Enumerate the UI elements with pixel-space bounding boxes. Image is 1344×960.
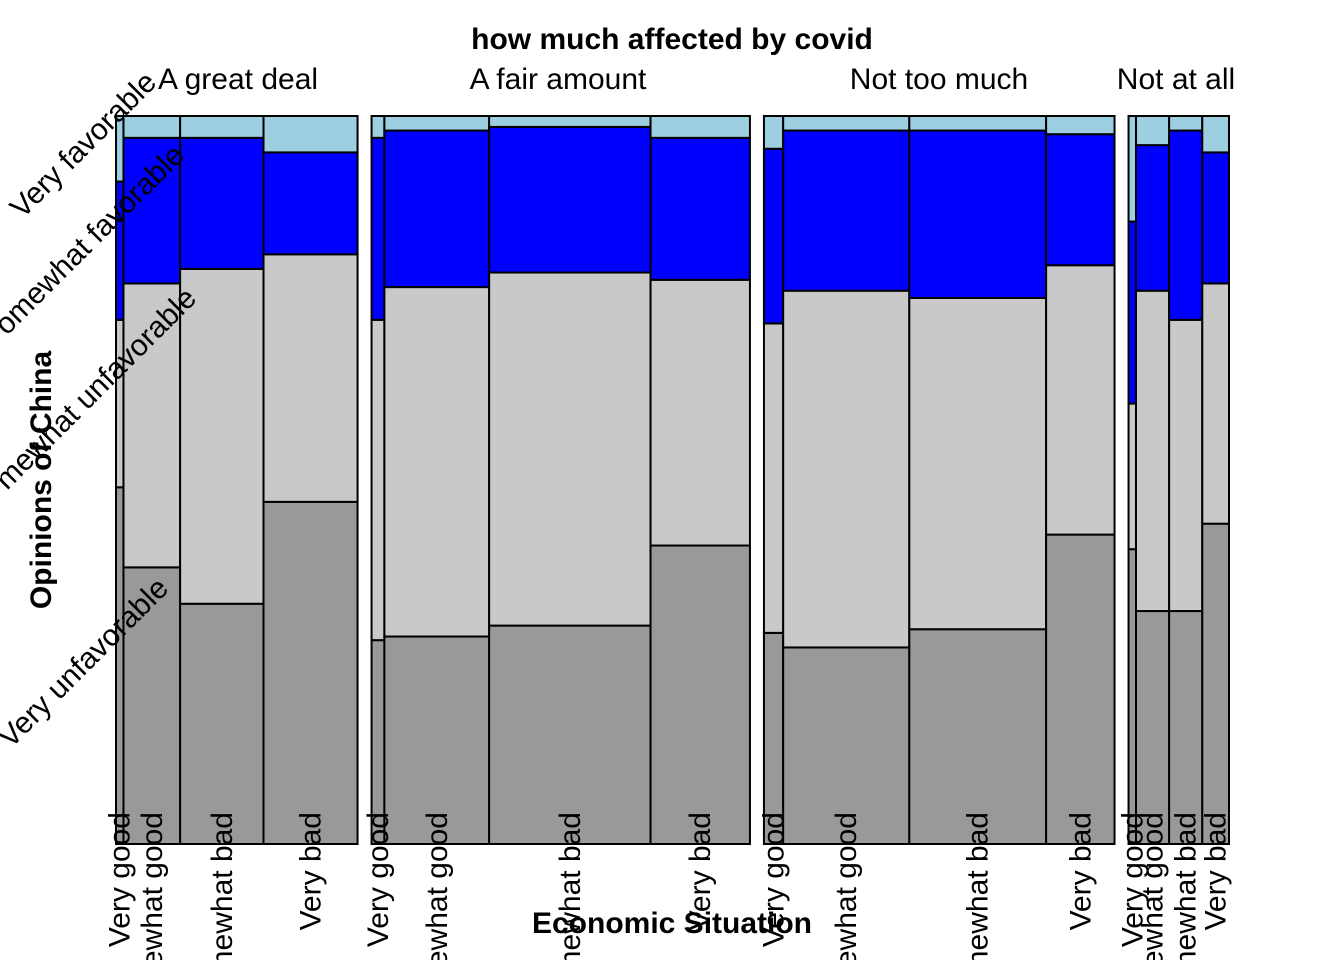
group-label-not-too-much: Not too much xyxy=(850,63,1028,96)
chart-title: how much affected by covid xyxy=(471,23,873,56)
mosaic-cell-a-great-deal-somewhat-bad-somewhat-favorable xyxy=(179,136,265,270)
category-label-a-great-deal-somewhat-good: mewhat good xyxy=(136,812,169,960)
mosaic-cell-a-great-deal-very-bad-very-favorable xyxy=(262,115,359,154)
mosaic-cell-not-too-much-somewhat-bad-very-favorable xyxy=(908,115,1048,132)
mosaic-cell-a-great-deal-very-bad-somewhat-unfavorable xyxy=(262,253,359,503)
mosaic-cell-a-great-deal-very-bad-somewhat-favorable xyxy=(262,151,359,256)
category-label-not-too-much-very-bad: Very bad xyxy=(1064,812,1097,930)
mosaic-cell-a-great-deal-very-good-very-unfavorable xyxy=(115,486,125,845)
mosaic-cell-not-at-all-very-good-somewhat-unfavorable xyxy=(1127,402,1138,551)
category-label-a-great-deal-very-good: Very good xyxy=(104,812,137,947)
mosaic-cell-a-great-deal-somewhat-good-somewhat-unfavorable xyxy=(122,282,182,569)
group-label-not-at-all: Not at all xyxy=(1117,63,1235,96)
mosaic-cell-not-at-all-very-bad-somewhat-unfavorable xyxy=(1201,282,1231,525)
y-axis-label: Opinions of China xyxy=(25,351,58,610)
mosaic-cell-a-great-deal-somewhat-good-very-unfavorable xyxy=(122,566,182,845)
mosaic-cell-not-at-all-very-bad-very-favorable xyxy=(1201,115,1231,154)
mosaic-cell-not-too-much-very-bad-very-favorable xyxy=(1045,115,1116,136)
mosaic-cell-a-fair-amount-very-good-somewhat-favorable xyxy=(370,136,386,321)
mosaic-cell-not-too-much-very-good-very-favorable xyxy=(762,115,785,150)
x-axis-label: Economic Situation xyxy=(532,907,812,940)
mosaic-cell-a-great-deal-somewhat-bad-somewhat-unfavorable xyxy=(179,267,265,605)
mosaic-cell-a-fair-amount-somewhat-bad-somewhat-unfavorable xyxy=(488,271,652,627)
category-label-a-fair-amount-somewhat-good: mewhat good xyxy=(421,812,454,960)
mosaic-cell-a-fair-amount-very-bad-very-unfavorable xyxy=(649,544,751,846)
category-label-not-too-much-very-good: Very good xyxy=(758,812,791,947)
mosaic-cell-a-great-deal-somewhat-bad-very-favorable xyxy=(179,115,265,139)
mosaic-cell-not-at-all-somewhat-good-very-unfavorable xyxy=(1135,610,1171,845)
category-label-not-at-all-somewhat-good: mewhat good xyxy=(1137,812,1170,960)
mosaic-cell-not-at-all-very-good-very-unfavorable xyxy=(1127,548,1138,845)
mosaic-cell-not-at-all-very-good-somewhat-favorable xyxy=(1127,220,1138,405)
mosaic-cell-a-fair-amount-very-good-very-favorable xyxy=(370,115,386,139)
category-label-a-fair-amount-very-good: Very good xyxy=(362,812,395,947)
category-label-not-too-much-somewhat-good: mewhat good xyxy=(830,812,863,960)
mosaic-cell-a-fair-amount-very-good-somewhat-unfavorable xyxy=(370,318,386,642)
mosaic-cell-a-great-deal-somewhat-bad-very-unfavorable xyxy=(179,602,265,846)
mosaic-cell-not-at-all-somewhat-good-somewhat-unfavorable xyxy=(1135,289,1171,613)
mosaic-cell-a-fair-amount-very-bad-somewhat-favorable xyxy=(649,136,751,281)
mosaic-cell-a-great-deal-very-bad-very-unfavorable xyxy=(262,500,359,845)
category-label-not-too-much-somewhat-bad: omewhat bad xyxy=(962,812,995,960)
category-label-not-at-all-very-good: Very good xyxy=(1116,812,1149,947)
category-label-not-at-all-very-bad: Very bad xyxy=(1200,812,1233,930)
mosaic-cell-a-fair-amount-somewhat-good-somewhat-favorable xyxy=(383,129,491,289)
mosaic-cell-a-fair-amount-somewhat-bad-somewhat-favorable xyxy=(488,125,652,274)
mosaic-cell-a-fair-amount-very-bad-somewhat-unfavorable xyxy=(649,278,751,547)
mosaic-cell-a-fair-amount-very-bad-very-favorable xyxy=(649,115,751,139)
mosaic-cell-not-too-much-very-bad-somewhat-favorable xyxy=(1045,133,1116,267)
mosaic-cell-not-too-much-somewhat-good-very-favorable xyxy=(782,115,911,132)
mosaic-cell-not-at-all-somewhat-good-somewhat-favorable xyxy=(1135,144,1171,292)
mosaic-cell-not-too-much-somewhat-bad-very-unfavorable xyxy=(908,628,1048,845)
mosaic-cell-not-too-much-somewhat-bad-somewhat-unfavorable xyxy=(908,297,1048,631)
mosaic-cell-a-fair-amount-somewhat-bad-very-unfavorable xyxy=(488,624,652,845)
mosaic-cell-not-at-all-somewhat-good-very-favorable xyxy=(1135,115,1171,147)
mosaic-cell-not-at-all-somewhat-bad-somewhat-favorable xyxy=(1168,129,1204,321)
mosaic-cell-not-at-all-somewhat-bad-very-favorable xyxy=(1168,115,1204,132)
mosaic-cell-not-too-much-somewhat-bad-somewhat-favorable xyxy=(908,129,1048,299)
mosaic-cell-not-too-much-somewhat-good-somewhat-unfavorable xyxy=(782,289,911,649)
mosaic-cell-not-at-all-somewhat-bad-very-unfavorable xyxy=(1168,610,1204,845)
category-label-a-great-deal-very-bad: Very bad xyxy=(295,812,328,930)
mosaic-cell-not-too-much-very-good-somewhat-unfavorable xyxy=(762,322,785,634)
mosaic-cells xyxy=(115,115,1231,846)
group-label-fair-amount: A fair amount xyxy=(470,63,647,96)
mosaic-cell-not-at-all-very-good-very-favorable xyxy=(1127,115,1138,223)
mosaic-cell-not-too-much-somewhat-good-somewhat-favorable xyxy=(782,129,911,292)
mosaic-cell-a-fair-amount-somewhat-good-somewhat-unfavorable xyxy=(383,286,491,638)
mosaic-cell-a-fair-amount-somewhat-bad-very-favorable xyxy=(488,115,652,128)
category-label-a-fair-amount-somewhat-bad: omewhat bad xyxy=(554,812,587,960)
category-label-a-great-deal-somewhat-bad: omewhat bad xyxy=(206,812,239,960)
mosaic-cell-not-too-much-very-bad-somewhat-unfavorable xyxy=(1045,264,1116,536)
mosaic-cell-not-at-all-very-bad-somewhat-favorable xyxy=(1201,151,1231,285)
category-label-a-fair-amount-very-bad: Very bad xyxy=(684,812,717,930)
mosaic-cell-not-at-all-very-bad-very-unfavorable xyxy=(1201,522,1231,845)
category-label-not-at-all-somewhat-bad: omewhat bad xyxy=(1170,812,1203,960)
mosaic-cell-not-at-all-somewhat-bad-somewhat-unfavorable xyxy=(1168,318,1204,613)
mosaic-cell-not-too-much-very-bad-very-unfavorable xyxy=(1045,533,1116,845)
group-label-great-deal: A great deal xyxy=(158,63,318,96)
mosaic-cell-a-fair-amount-somewhat-good-very-favorable xyxy=(383,115,491,132)
mosaic-cell-not-too-much-very-good-somewhat-favorable xyxy=(762,147,785,325)
